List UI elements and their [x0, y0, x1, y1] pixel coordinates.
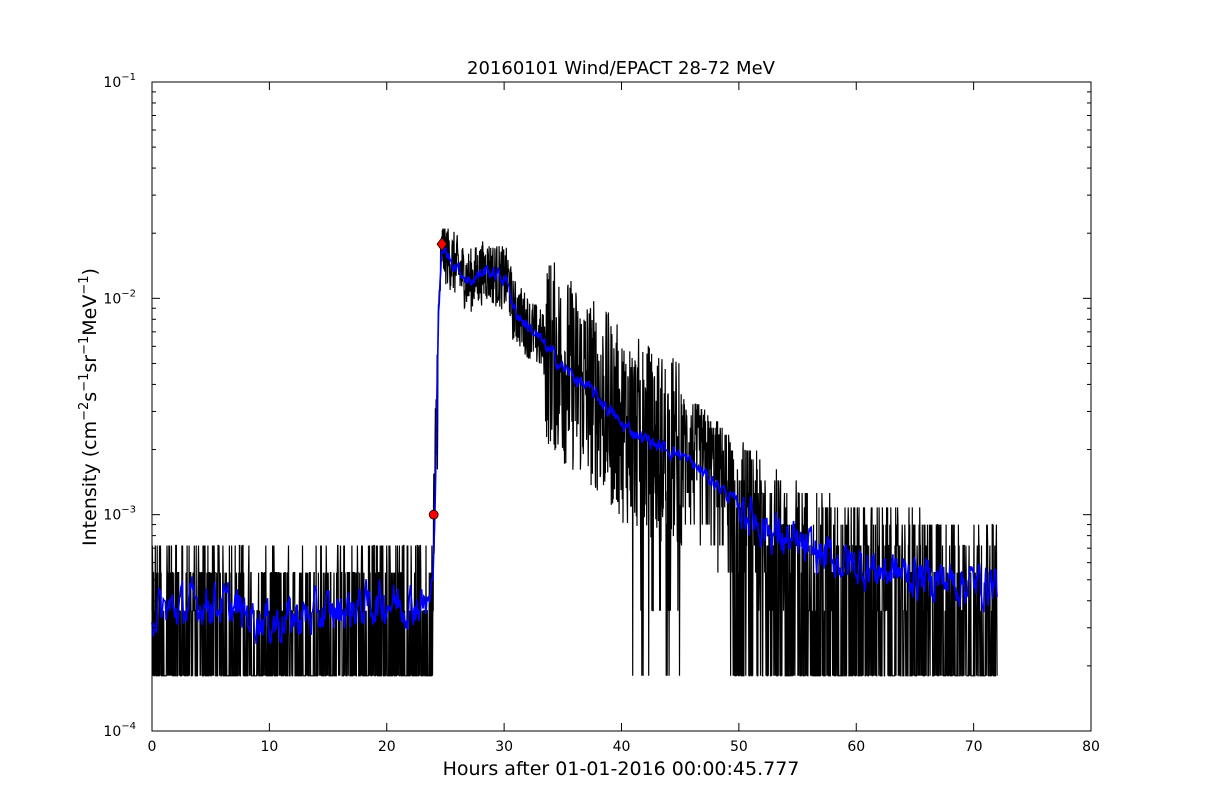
- series-smoothed-line: [151, 243, 998, 645]
- y-tick-label-base: 10: [103, 724, 121, 740]
- y-axis-label-base: Intensity (cm: [79, 421, 101, 546]
- x-tick-label: 30: [495, 739, 513, 755]
- y-tick-label-base: 10: [103, 291, 121, 307]
- y-tick-label-exponent: −3: [121, 505, 136, 516]
- y-axis-label: Intensity (cm−2s−1sr−1MeV−1): [77, 268, 101, 546]
- y-tick-label-exponent: −2: [121, 288, 136, 299]
- y-axis-label-group: Intensity (cm−2s−1sr−1MeV−1): [77, 268, 101, 546]
- marker-peak: [436, 236, 448, 252]
- y-axis-label-end: ): [79, 268, 101, 275]
- x-tick-label: 50: [730, 739, 748, 755]
- y-tick-label: 10−4: [103, 721, 136, 740]
- y-tick-label: 10−2: [103, 288, 136, 307]
- x-tick-label: 40: [613, 739, 631, 755]
- y-tick-label-exponent: −4: [121, 721, 136, 732]
- y-tick-label-base: 10: [103, 508, 121, 524]
- x-tick-label: 0: [148, 739, 157, 755]
- y-axis-label-sup2: −1: [77, 373, 92, 392]
- x-tick-label: 20: [378, 739, 396, 755]
- y-tick-label-base: 10: [103, 75, 121, 91]
- x-tick-label: 80: [1082, 739, 1100, 755]
- x-axis-label: Hours after 01-01-2016 00:00:45.777: [443, 758, 800, 780]
- y-axis-label-sup4: −1: [77, 275, 92, 294]
- chart-title: 20160101 Wind/EPACT 28-72 MeV: [467, 58, 776, 79]
- y-tick-label-exponent: −1: [121, 72, 136, 83]
- y-axis-label-mid2: sr: [79, 355, 101, 373]
- x-tick-label: 70: [965, 739, 983, 755]
- y-axis-label-mid3: MeV: [79, 295, 101, 336]
- y-tick-label: 10−3: [103, 505, 136, 524]
- y-axis-label-sup3: −1: [77, 336, 92, 355]
- y-axis-label-mid1: s: [79, 392, 101, 402]
- y-tick-label: 10−1: [103, 72, 136, 91]
- marker-onset: [428, 509, 439, 520]
- y-axis-label-sup1: −2: [77, 402, 92, 421]
- plot-area: [151, 228, 998, 677]
- x-tick-label: 60: [847, 739, 865, 755]
- series-raw-line: [151, 228, 998, 677]
- x-tick-label: 10: [260, 739, 278, 755]
